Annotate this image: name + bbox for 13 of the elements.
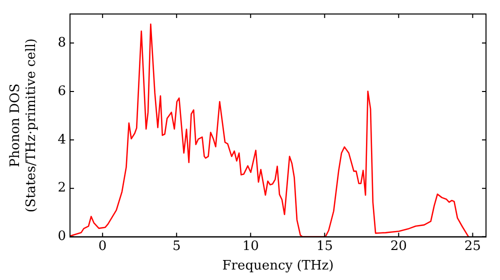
x-tick-label: 25 xyxy=(464,238,481,254)
x-tick-label: 15 xyxy=(316,238,333,254)
y-tick-label: 0 xyxy=(58,229,66,244)
x-tick-label: 20 xyxy=(390,238,407,254)
x-tick-label: 0 xyxy=(98,238,107,254)
x-axis-title: Frequency (THz) xyxy=(222,258,334,274)
x-tick-label: 10 xyxy=(242,238,259,254)
y-tick-label: 8 xyxy=(58,35,66,50)
y-axis-title: Phonon DOS (States/THz·primitive cell) xyxy=(8,38,39,212)
y-tick-label: 2 xyxy=(58,180,66,196)
y-tick-label: 4 xyxy=(58,132,66,148)
x-tick-label: 5 xyxy=(172,238,181,254)
y-tick-label: 6 xyxy=(58,84,66,99)
